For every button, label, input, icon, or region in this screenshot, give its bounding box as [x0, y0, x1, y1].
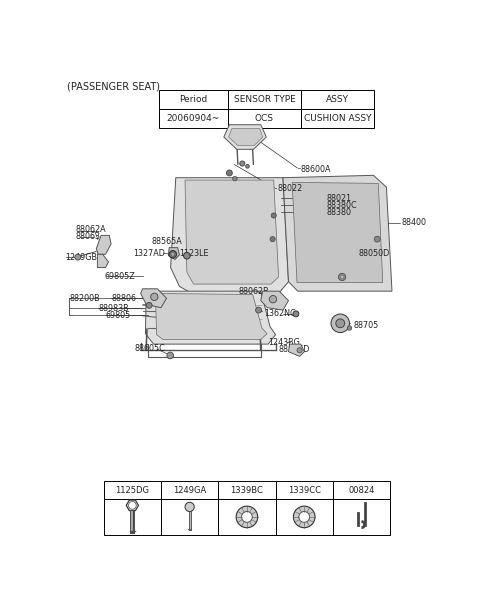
- Text: 88063: 88063: [76, 232, 101, 241]
- Text: CUSHION ASSY: CUSHION ASSY: [304, 114, 371, 123]
- Text: 1243BG: 1243BG: [268, 338, 300, 347]
- Text: 1249GB: 1249GB: [66, 252, 97, 262]
- Circle shape: [246, 165, 249, 168]
- Text: 88400: 88400: [401, 218, 426, 227]
- Circle shape: [297, 348, 302, 353]
- Text: 1327AD: 1327AD: [133, 249, 165, 258]
- Bar: [104, 499, 161, 535]
- Bar: [333, 481, 390, 499]
- Circle shape: [269, 295, 276, 303]
- Polygon shape: [288, 344, 304, 356]
- Text: 88050D: 88050D: [359, 249, 390, 258]
- Bar: [159, 109, 228, 128]
- Text: 1339BC: 1339BC: [230, 486, 264, 495]
- Polygon shape: [283, 176, 392, 291]
- Text: 88200B: 88200B: [69, 293, 100, 303]
- Text: 1125DG: 1125DG: [115, 486, 149, 495]
- Polygon shape: [96, 235, 111, 254]
- Text: 88021: 88021: [326, 193, 352, 203]
- Polygon shape: [141, 289, 167, 308]
- Text: Period: Period: [179, 95, 207, 104]
- Circle shape: [75, 254, 81, 260]
- Text: 88705: 88705: [353, 321, 378, 330]
- Circle shape: [236, 506, 258, 527]
- Text: 88806: 88806: [111, 293, 136, 303]
- Text: 88983B: 88983B: [98, 304, 129, 313]
- Circle shape: [169, 251, 177, 258]
- Text: 88022: 88022: [277, 184, 303, 193]
- Circle shape: [347, 326, 352, 330]
- Text: 1339CC: 1339CC: [288, 486, 321, 495]
- Polygon shape: [126, 500, 139, 511]
- Circle shape: [185, 502, 194, 511]
- Circle shape: [183, 252, 190, 259]
- Text: 88600A: 88600A: [300, 165, 331, 174]
- Text: 69805: 69805: [106, 311, 131, 320]
- Text: 00824: 00824: [348, 486, 375, 495]
- Circle shape: [129, 502, 136, 509]
- Circle shape: [167, 352, 174, 359]
- Polygon shape: [156, 293, 267, 340]
- Polygon shape: [224, 125, 266, 149]
- Bar: [104, 481, 161, 499]
- Text: 88380C: 88380C: [326, 201, 357, 209]
- Bar: [228, 90, 301, 109]
- Polygon shape: [292, 182, 383, 282]
- Circle shape: [340, 275, 344, 279]
- Polygon shape: [145, 291, 276, 344]
- Bar: [161, 481, 218, 499]
- Bar: [301, 90, 373, 109]
- Text: OCS: OCS: [255, 114, 274, 123]
- Text: 1362NC: 1362NC: [264, 309, 295, 318]
- Bar: [161, 499, 218, 535]
- Circle shape: [293, 506, 315, 527]
- Text: 1249GA: 1249GA: [173, 486, 206, 495]
- Text: ASSY: ASSY: [326, 95, 349, 104]
- Polygon shape: [97, 254, 108, 268]
- Polygon shape: [185, 180, 278, 284]
- Bar: [218, 481, 276, 499]
- Text: 88605C: 88605C: [134, 344, 165, 353]
- Polygon shape: [228, 128, 263, 146]
- Circle shape: [336, 319, 345, 328]
- Text: 1123LE: 1123LE: [180, 249, 209, 258]
- Text: 88380: 88380: [326, 208, 351, 217]
- Polygon shape: [261, 291, 288, 310]
- Circle shape: [293, 311, 299, 317]
- Bar: [218, 499, 276, 535]
- Polygon shape: [170, 177, 288, 297]
- Text: (PASSENGER SEAT): (PASSENGER SEAT): [67, 82, 160, 91]
- Text: 88567D: 88567D: [278, 345, 310, 354]
- Circle shape: [151, 293, 158, 300]
- Circle shape: [271, 213, 276, 218]
- Circle shape: [241, 511, 252, 523]
- Polygon shape: [168, 247, 180, 260]
- Circle shape: [299, 511, 310, 523]
- Circle shape: [374, 236, 380, 242]
- Circle shape: [331, 314, 349, 333]
- Text: 20060904~: 20060904~: [167, 114, 220, 123]
- Circle shape: [240, 161, 245, 166]
- Text: SENSOR TYPE: SENSOR TYPE: [234, 95, 295, 104]
- Bar: [301, 109, 373, 128]
- Circle shape: [270, 236, 275, 242]
- Bar: [276, 481, 333, 499]
- Circle shape: [146, 302, 152, 308]
- Circle shape: [227, 170, 232, 176]
- Circle shape: [171, 252, 175, 256]
- Text: 69805Z: 69805Z: [105, 271, 135, 281]
- Text: 88062A: 88062A: [76, 225, 107, 234]
- Bar: [276, 499, 333, 535]
- Bar: [228, 109, 301, 128]
- Circle shape: [256, 307, 262, 313]
- Text: 88062B: 88062B: [239, 287, 269, 296]
- Circle shape: [338, 273, 346, 281]
- Circle shape: [233, 176, 237, 181]
- Bar: [333, 499, 390, 535]
- Bar: [159, 90, 228, 109]
- Text: 88565A: 88565A: [152, 237, 182, 246]
